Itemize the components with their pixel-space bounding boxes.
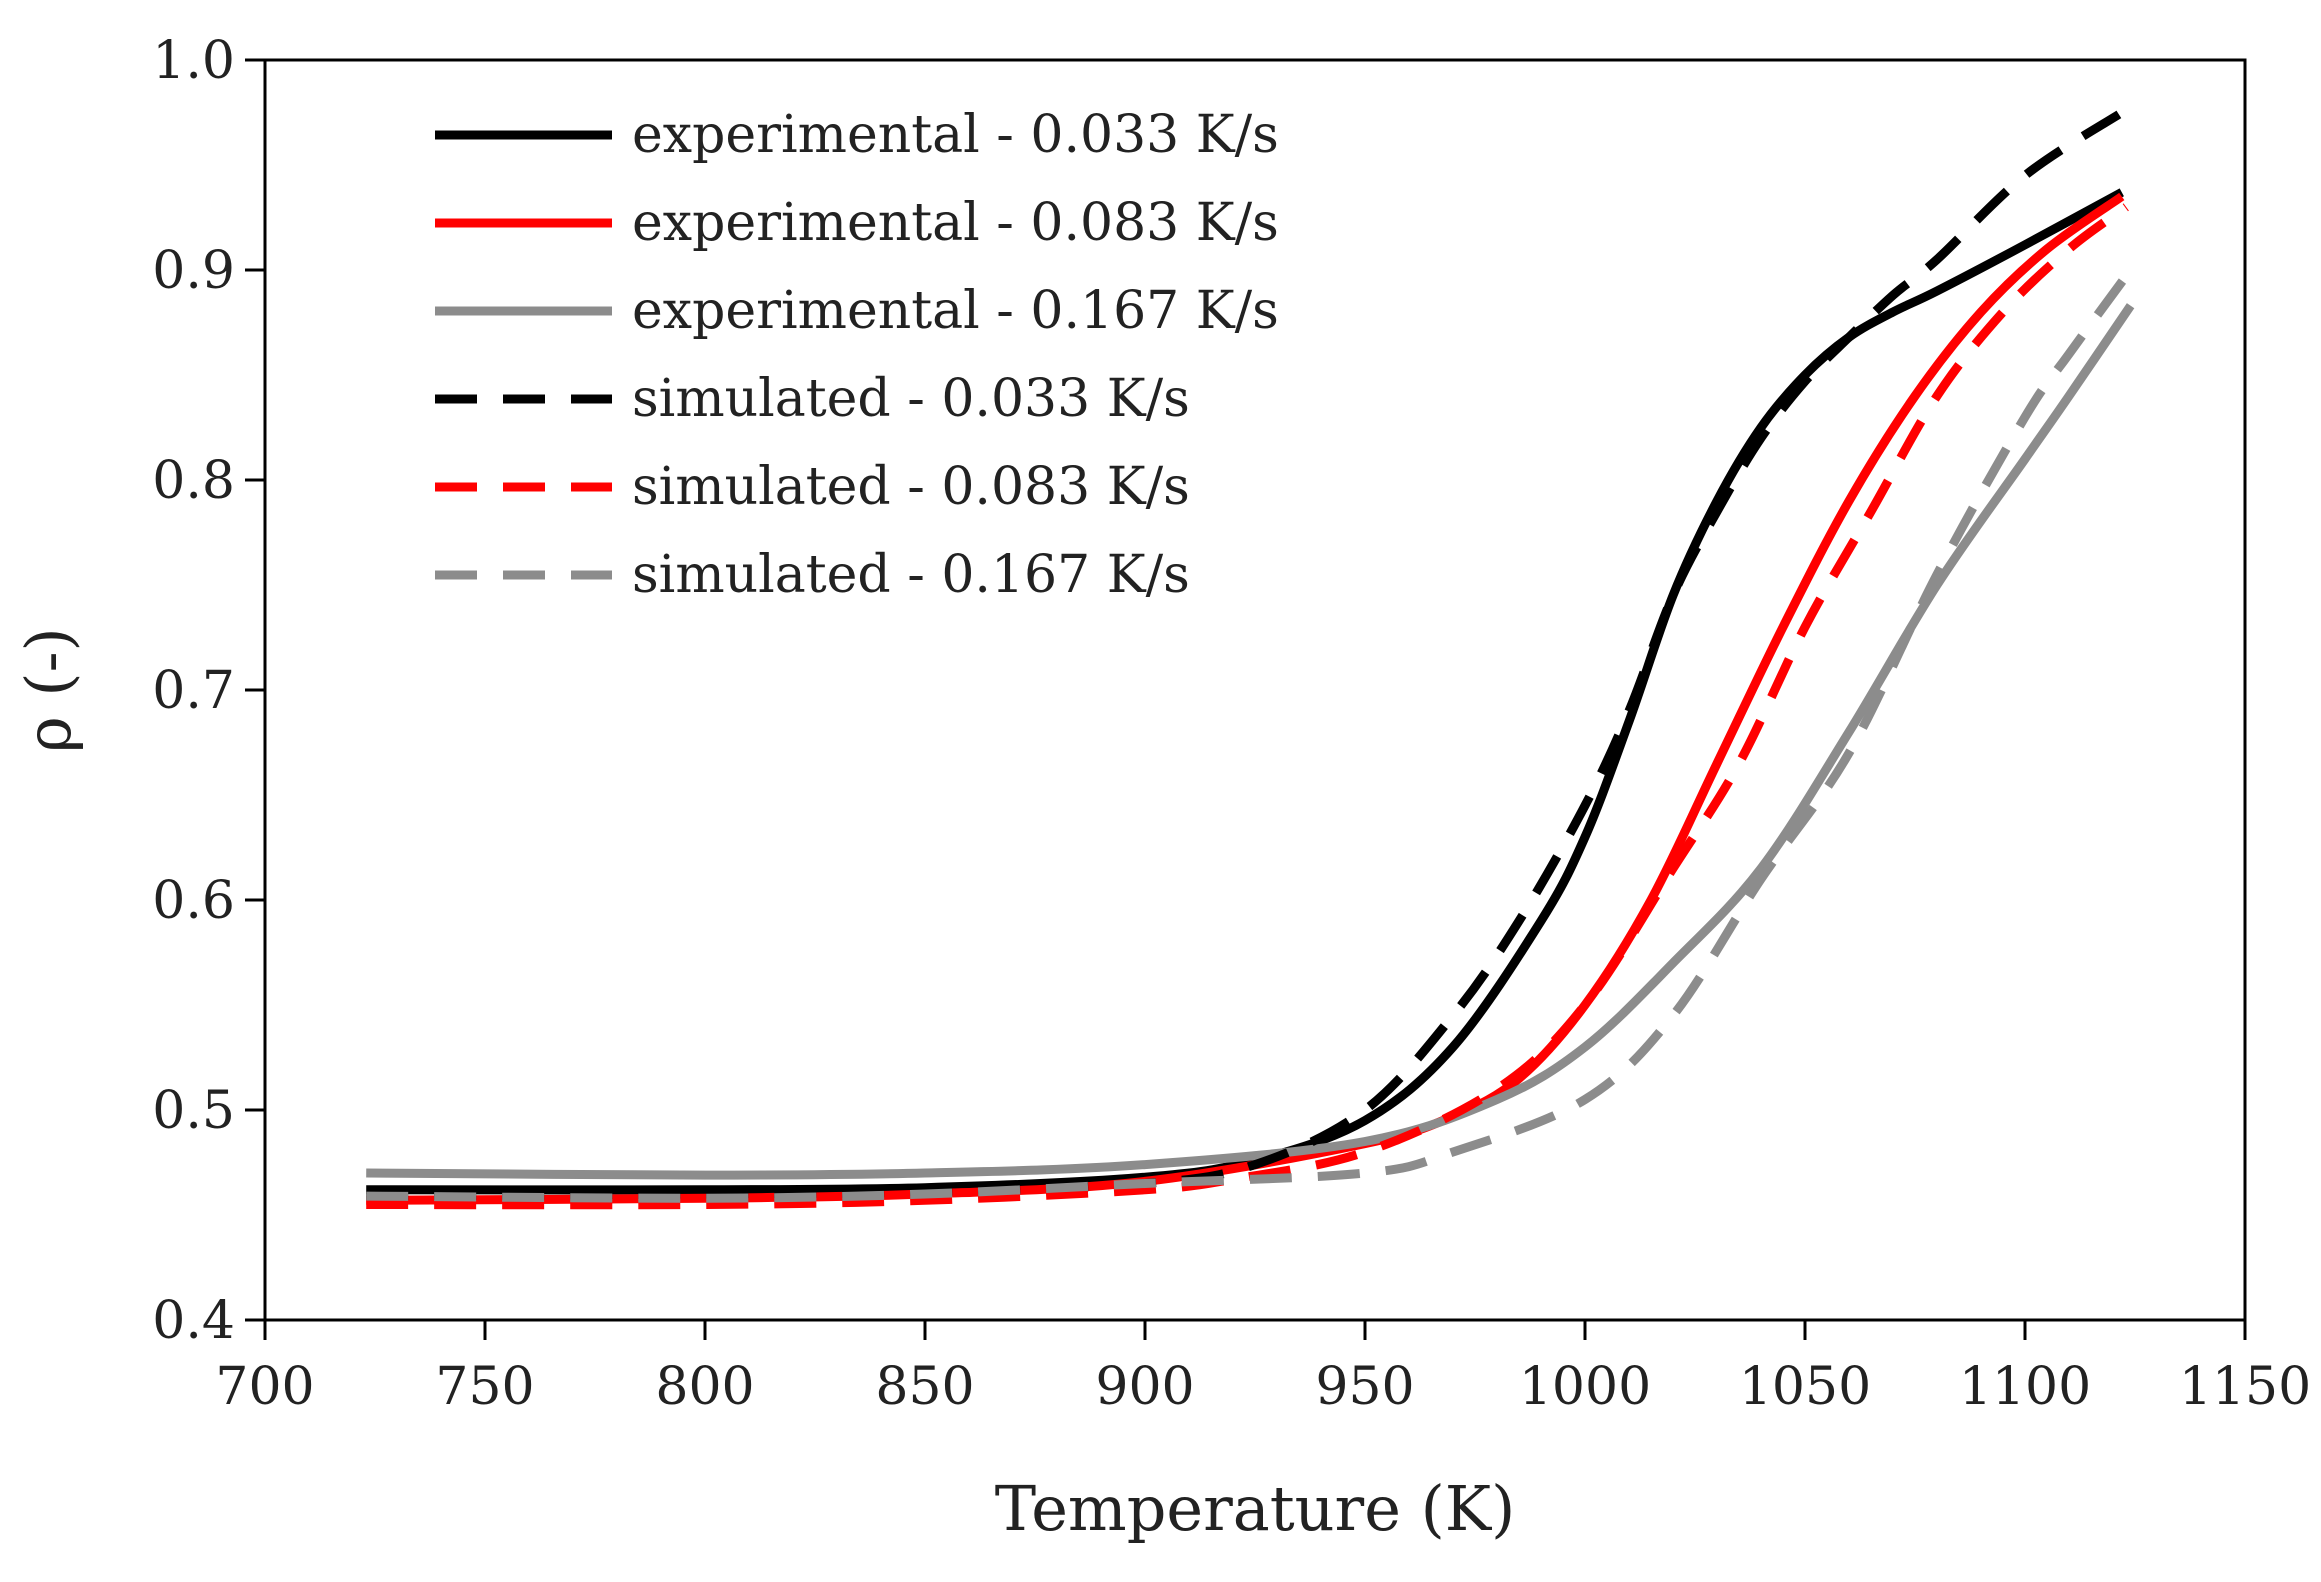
x-tick-label: 1150 (2179, 1357, 2311, 1417)
series-line-experimental-0-167-k-s (366, 303, 2135, 1180)
x-tick-label: 1100 (1959, 1357, 2091, 1417)
series-line-simulated-0-167-k-s (366, 267, 2135, 1203)
legend-label-experimental-0-033-k-s: experimental - 0.033 K/s (632, 105, 1279, 165)
x-tick-label: 1000 (1519, 1357, 1651, 1417)
x-tick-label: 900 (1095, 1357, 1194, 1417)
y-tick-label: 0.4 (152, 1291, 235, 1351)
y-tick-label: 0.6 (152, 871, 235, 931)
legend: experimental - 0.033 K/s experimental - 0… (435, 105, 1279, 605)
legend-label-experimental-0-083-k-s: experimental - 0.083 K/s (632, 193, 1279, 253)
y-tick-label: 0.9 (152, 241, 235, 301)
series-layer (366, 108, 2135, 1210)
x-axis: 700 750 800 850 900 950 1000 1050 1100 1150 (215, 1320, 2311, 1417)
y-tick-label: 1.0 (152, 31, 235, 91)
series-line-simulated-0-083-k-s (366, 203, 2129, 1210)
y-axis-title: ρ (-) (12, 627, 85, 752)
x-axis-title: Temperature (K) (995, 1472, 1516, 1545)
y-tick-label: 0.7 (152, 661, 235, 721)
x-tick-label: 800 (655, 1357, 754, 1417)
x-tick-label: 850 (875, 1357, 974, 1417)
legend-label-experimental-0-167-k-s: experimental - 0.167 K/s (632, 281, 1279, 341)
legend-label-simulated-0-083-k-s: simulated - 0.083 K/s (632, 457, 1190, 517)
x-tick-label: 950 (1315, 1357, 1414, 1417)
x-tick-label: 700 (215, 1357, 314, 1417)
x-tick-label: 750 (435, 1357, 534, 1417)
y-tick-label: 0.5 (152, 1081, 235, 1141)
y-axis: 0.4 0.5 0.6 0.7 0.8 0.9 1.0 (152, 31, 265, 1351)
x-tick-label: 1050 (1739, 1357, 1871, 1417)
legend-label-simulated-0-167-k-s: simulated - 0.167 K/s (632, 545, 1190, 605)
legend-label-simulated-0-033-k-s: simulated - 0.033 K/s (632, 369, 1190, 429)
y-tick-label: 0.8 (152, 451, 235, 511)
